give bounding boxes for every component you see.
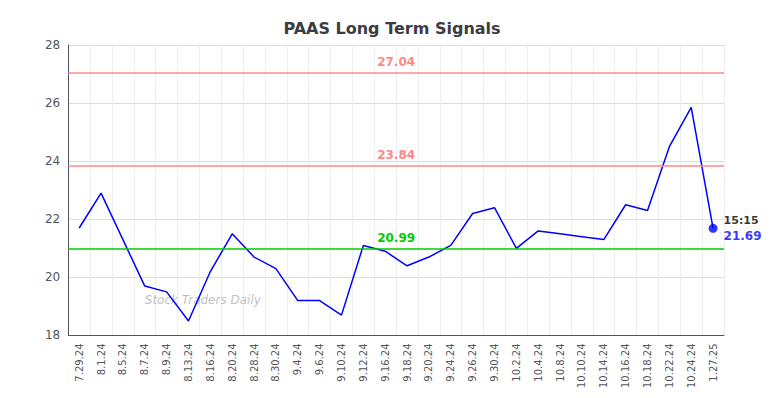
svg-text:Stock Traders Daily: Stock Traders Daily bbox=[145, 293, 262, 307]
svg-text:9.6.24: 9.6.24 bbox=[314, 343, 325, 375]
svg-text:8.1.24: 8.1.24 bbox=[96, 343, 107, 375]
svg-text:8.28.24: 8.28.24 bbox=[249, 343, 260, 381]
svg-text:7.29.24: 7.29.24 bbox=[74, 343, 85, 381]
svg-text:10.2.24: 10.2.24 bbox=[511, 343, 522, 381]
svg-text:10.22.24: 10.22.24 bbox=[664, 343, 675, 388]
svg-text:PAAS Long Term Signals: PAAS Long Term Signals bbox=[283, 19, 500, 38]
svg-text:10.16.24: 10.16.24 bbox=[620, 343, 631, 388]
svg-text:10.10.24: 10.10.24 bbox=[576, 343, 587, 388]
svg-text:22: 22 bbox=[45, 212, 60, 226]
svg-text:20: 20 bbox=[45, 270, 60, 284]
svg-text:10.18.24: 10.18.24 bbox=[642, 343, 653, 388]
svg-text:9.20.24: 9.20.24 bbox=[423, 343, 434, 381]
svg-text:9.10.24: 9.10.24 bbox=[336, 343, 347, 381]
svg-text:8.30.24: 8.30.24 bbox=[270, 343, 281, 381]
svg-text:8.16.24: 8.16.24 bbox=[205, 343, 216, 381]
svg-text:8.9.24: 8.9.24 bbox=[161, 343, 172, 375]
svg-text:20.99: 20.99 bbox=[377, 231, 415, 245]
svg-text:9.16.24: 9.16.24 bbox=[380, 343, 391, 381]
svg-text:28: 28 bbox=[45, 38, 60, 52]
svg-text:9.24.24: 9.24.24 bbox=[445, 343, 456, 381]
svg-text:8.13.24: 8.13.24 bbox=[183, 343, 194, 381]
svg-text:1.27.25: 1.27.25 bbox=[708, 343, 719, 381]
svg-text:8.20.24: 8.20.24 bbox=[227, 343, 238, 381]
svg-text:9.30.24: 9.30.24 bbox=[489, 343, 500, 381]
svg-text:9.18.24: 9.18.24 bbox=[402, 343, 413, 381]
svg-text:10.8.24: 10.8.24 bbox=[555, 343, 566, 381]
svg-text:23.84: 23.84 bbox=[377, 148, 415, 162]
svg-text:18: 18 bbox=[45, 328, 60, 342]
svg-text:10.14.24: 10.14.24 bbox=[598, 343, 609, 388]
svg-text:9.26.24: 9.26.24 bbox=[467, 343, 478, 381]
svg-text:21.69: 21.69 bbox=[724, 229, 762, 243]
svg-text:24: 24 bbox=[45, 154, 60, 168]
svg-text:26: 26 bbox=[45, 96, 60, 110]
svg-text:15:15: 15:15 bbox=[724, 214, 759, 227]
svg-text:10.24.24: 10.24.24 bbox=[686, 343, 697, 388]
svg-text:27.04: 27.04 bbox=[377, 55, 415, 69]
svg-text:9.12.24: 9.12.24 bbox=[358, 343, 369, 381]
svg-text:9.4.24: 9.4.24 bbox=[292, 343, 303, 375]
svg-text:8.5.24: 8.5.24 bbox=[117, 343, 128, 375]
svg-text:8.7.24: 8.7.24 bbox=[139, 343, 150, 375]
svg-text:10.4.24: 10.4.24 bbox=[533, 343, 544, 381]
